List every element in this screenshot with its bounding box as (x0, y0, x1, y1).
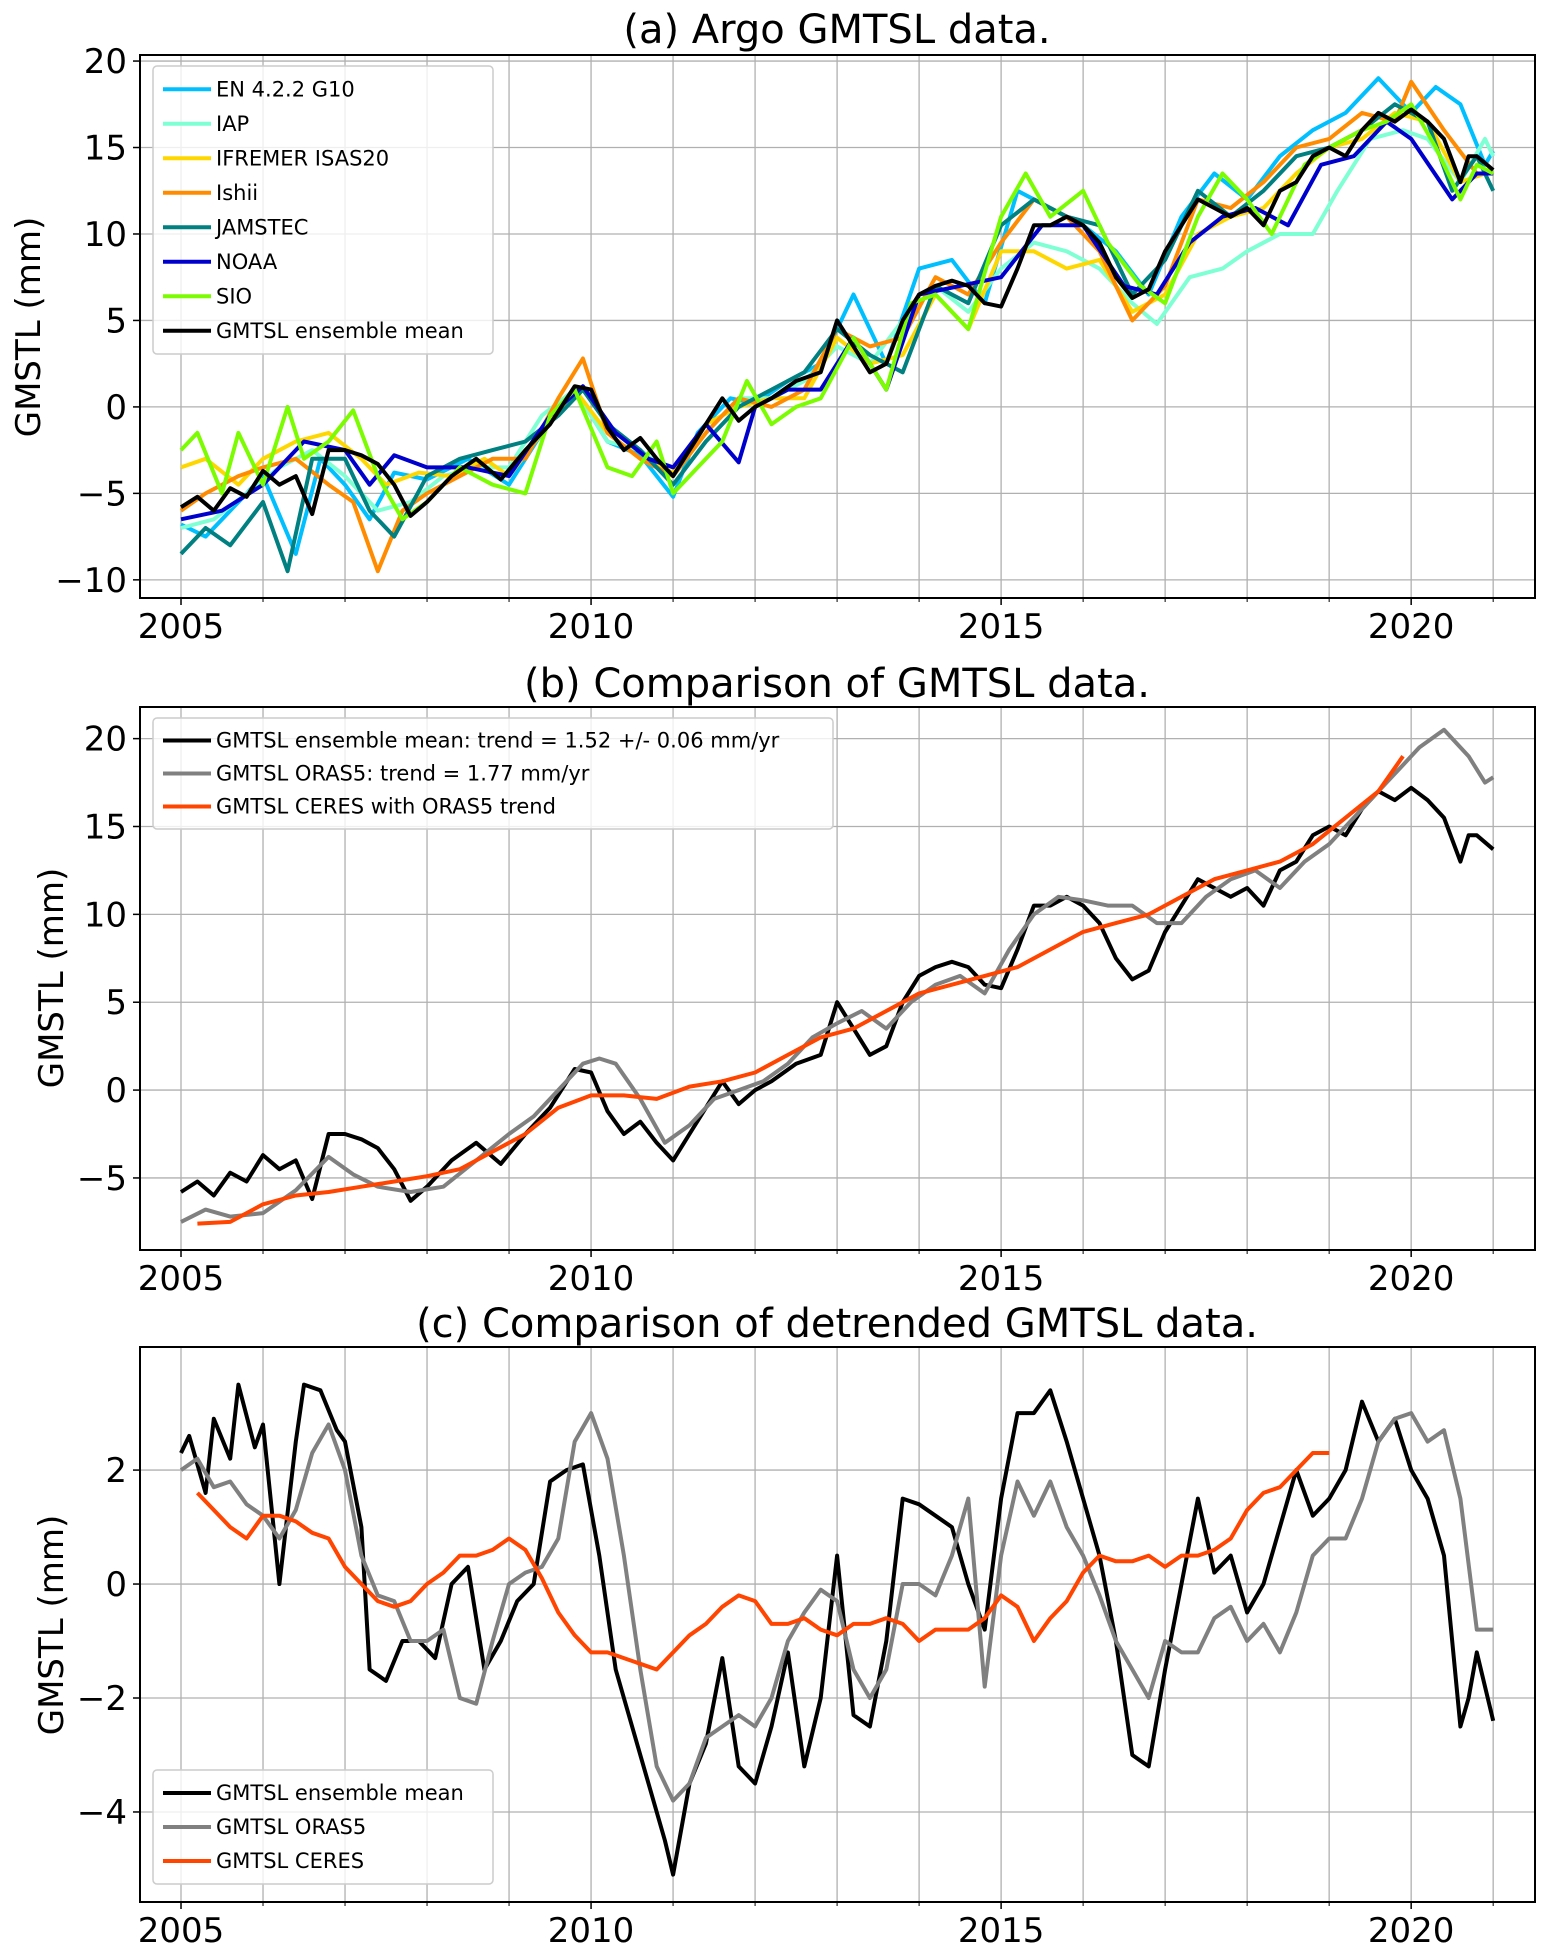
legend-label-gmtsl-oras5-trend-1-77-mm-yr: GMTSL ORAS5: trend = 1.77 mm/yr (216, 762, 590, 786)
y-tick-label: 20 (84, 720, 127, 760)
legend-label-jamstec: JAMSTEC (214, 215, 308, 239)
y-tick-label: −5 (77, 1159, 127, 1199)
series-line-noaa (180, 119, 1494, 522)
series-line-jamstec (179, 102, 1496, 574)
y-tick-label: 5 (105, 301, 127, 341)
legend-box (152, 65, 494, 355)
y-tick-label: 15 (84, 129, 127, 169)
legend-label-iap: IAP (216, 112, 249, 136)
series-line-ishii (179, 79, 1494, 574)
legend-label-en-4-2-2-g10: EN 4.2.2 G10 (216, 77, 355, 101)
x-tick-label: 2010 (548, 1911, 635, 1951)
panel-c-series (179, 1382, 1496, 1877)
legend-label-gmtsl-ensemble-mean-trend-1-52-0-06-mm-yr: GMTSL ensemble mean: trend = 1.52 +/- 0.… (216, 729, 780, 753)
x-tick-label: 2005 (138, 1911, 225, 1951)
y-tick-label: 5 (105, 983, 127, 1023)
panel-a-ylabel: GMSTL (mm) (9, 217, 49, 438)
panel-b-ylabel: GMSTL (mm) (32, 868, 72, 1089)
legend-label-ifremer-isas20: IFREMER ISAS20 (216, 146, 389, 170)
y-tick-label: 0 (105, 1071, 127, 1111)
x-tick-label: 2005 (138, 607, 225, 647)
y-tick-label: 10 (84, 895, 127, 935)
y-tick-label: −4 (77, 1793, 127, 1833)
x-tick-label: 2020 (1368, 1259, 1455, 1299)
legend-label-gmtsl-ensemble-mean: GMTSL ensemble mean (216, 1781, 464, 1805)
series-line-ifremer-isas20 (180, 110, 1494, 487)
legend-label-sio: SIO (216, 284, 252, 308)
legend-label-gmtsl-ensemble-mean: GMTSL ensemble mean (216, 319, 464, 343)
legend-label-gmtsl-ceres-with-oras5-trend: GMTSL CERES with ORAS5 trend (216, 795, 556, 819)
x-tick-label: 2015 (958, 1911, 1045, 1951)
legend-label-noaa: NOAA (216, 250, 278, 274)
panel-b-legend: GMTSL ensemble mean: trend = 1.52 +/- 0.… (152, 717, 834, 830)
series-line-gmtsl-ceres (195, 1451, 1330, 1672)
legend-label-gmtsl-ceres: GMTSL CERES (216, 1849, 364, 1873)
y-tick-label: 20 (84, 42, 127, 82)
panel-c-legend: GMTSL ensemble mean GMTSL ORAS5 GMTSL CERE… (152, 1769, 494, 1885)
y-tick-label: 15 (84, 807, 127, 847)
x-tick-label: 2005 (138, 1259, 225, 1299)
panel-a-series (179, 76, 1496, 574)
panel-a-title: (a) Argo GMTSL data. (623, 7, 1050, 53)
panel-c-ylabel: GMSTL (mm) (32, 1515, 72, 1736)
series-line-gmtsl-ensemble-mean (179, 1382, 1496, 1877)
panel-b: (b) Comparison of GMTSL data. GMSTL (mm)… (32, 661, 1536, 1299)
series-line-gmtsl-ensemble-mean (179, 107, 1495, 518)
x-tick-label: 2010 (548, 607, 635, 647)
panel-a: (a) Argo GMTSL data. GMSTL (mm) 2005 2010… (9, 7, 1536, 647)
x-tick-label: 2015 (958, 607, 1045, 647)
panel-c-title: (c) Comparison of detrended GMTSL data. (416, 1301, 1258, 1347)
panel-a-legend: EN 4.2.2 G10 IAP IFREMER ISAS20 Ishii JAMSTE… (152, 65, 494, 355)
y-tick-label: 2 (105, 1451, 127, 1491)
panel-b-series (179, 727, 1495, 1226)
series-line-gmtsl-oras5 (179, 1411, 1494, 1803)
y-tick-label: −2 (77, 1679, 127, 1719)
panel-b-title: (b) Comparison of GMTSL data. (524, 661, 1150, 707)
y-tick-label: 0 (105, 1565, 127, 1605)
y-tick-label: −5 (77, 474, 127, 514)
series-line-gmtsl-ensemble-mean-trend-1-52-0-06-mm-yr (179, 785, 1495, 1203)
x-tick-label: 2010 (548, 1259, 635, 1299)
legend-label-gmtsl-oras5: GMTSL ORAS5 (216, 1815, 366, 1839)
panel-c: (c) Comparison of detrended GMTSL data. … (32, 1301, 1536, 1951)
series-line-gmtsl-ceres-with-oras5-trend (197, 755, 1405, 1226)
legend-box (152, 1769, 494, 1885)
y-tick-label: 0 (105, 388, 127, 428)
x-tick-label: 2020 (1368, 607, 1455, 647)
x-tick-label: 2015 (958, 1259, 1045, 1299)
legend-box (152, 717, 834, 830)
legend-label-ishii: Ishii (216, 181, 258, 205)
series-line-sio (179, 102, 1495, 522)
x-tick-label: 2020 (1368, 1911, 1455, 1951)
y-tick-label: 10 (84, 215, 127, 255)
y-tick-label: −10 (55, 561, 127, 601)
